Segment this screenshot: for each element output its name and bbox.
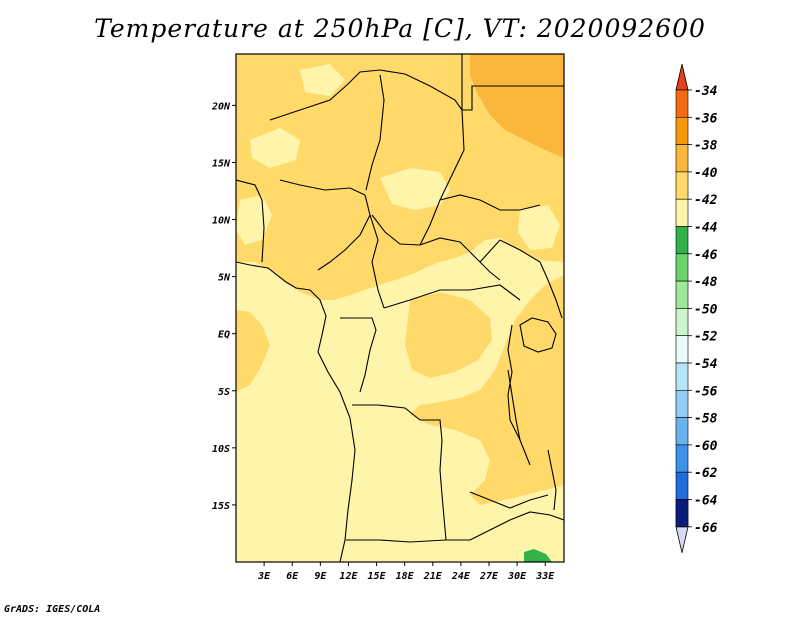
legend-label: -52 bbox=[694, 330, 718, 345]
border-angola-south bbox=[346, 539, 470, 543]
border-angola-east bbox=[439, 439, 447, 541]
longitude-axis: 3E 6E 9E 12E 15E 18E 21E 24E 27E 30E 33E bbox=[257, 562, 555, 582]
field-44-46 bbox=[524, 549, 552, 562]
legend-label: -60 bbox=[694, 439, 718, 454]
legend-swatch bbox=[675, 144, 689, 173]
border-angola-north bbox=[352, 404, 443, 441]
lon-tick-label: 24E bbox=[451, 571, 471, 582]
field-42-44-patch-5 bbox=[300, 64, 345, 96]
border-west bbox=[236, 179, 265, 263]
lat-tick-label: EQ bbox=[218, 330, 230, 341]
legend-swatch bbox=[675, 226, 689, 255]
field-40-42-central bbox=[405, 292, 492, 378]
lat-tick-label: 10N bbox=[212, 216, 231, 227]
lon-tick-label: 27E bbox=[479, 571, 499, 582]
temperature-field bbox=[236, 54, 564, 562]
legend-swatch bbox=[675, 362, 689, 391]
legend-swatch bbox=[675, 171, 689, 200]
border-sudan-east bbox=[439, 194, 541, 211]
border-congo bbox=[340, 317, 377, 393]
legend-arrow-bottom bbox=[675, 526, 689, 553]
legend-label: -44 bbox=[694, 221, 718, 236]
lon-tick-label: 21E bbox=[423, 571, 443, 582]
lat-tick-label: 5S bbox=[218, 387, 230, 398]
lon-tick-label: 3E bbox=[257, 571, 271, 582]
lon-tick-label: 30E bbox=[507, 571, 527, 582]
lon-tick-label: 12E bbox=[339, 571, 358, 582]
lat-tick-label: 5N bbox=[218, 273, 231, 284]
legend-label: -66 bbox=[694, 521, 718, 536]
legend-label: -48 bbox=[694, 275, 718, 290]
grads-credit: GrADS: IGES/COLA bbox=[4, 604, 101, 615]
border-nigeria bbox=[279, 179, 371, 271]
lon-tick-label: 6E bbox=[286, 571, 299, 582]
field-42-44-patch-1 bbox=[380, 168, 450, 210]
border-south-sudan bbox=[479, 239, 541, 263]
lat-tick-label: 15N bbox=[212, 158, 231, 169]
border-drc-north bbox=[383, 284, 521, 309]
lat-tick-label: 15S bbox=[212, 501, 230, 512]
boundaries bbox=[236, 54, 564, 562]
lon-tick-label: 15E bbox=[368, 571, 387, 582]
border-car bbox=[371, 214, 501, 281]
legend-swatch bbox=[675, 280, 689, 309]
legend-label: -50 bbox=[694, 302, 718, 317]
border-chad-sudan bbox=[419, 109, 465, 246]
lon-tick-label: 9E bbox=[314, 571, 327, 582]
latitude-axis: 20N 15N 10N 5N EQ 5S 10S 15S bbox=[211, 101, 236, 512]
field-42-44-patch-2 bbox=[250, 128, 300, 168]
legend-swatch bbox=[675, 117, 689, 145]
border-niger-chad bbox=[365, 74, 385, 191]
legend-swatch bbox=[675, 444, 689, 473]
legend-label: -58 bbox=[694, 412, 718, 427]
border-east-africa bbox=[539, 261, 563, 319]
lat-tick-label: 10S bbox=[212, 444, 230, 455]
legend-swatch bbox=[675, 253, 689, 282]
legend-swatch bbox=[675, 335, 689, 364]
legend-swatch bbox=[675, 198, 689, 227]
border-drc-east bbox=[507, 324, 531, 466]
lon-tick-label: 18E bbox=[396, 571, 415, 582]
border-sahel bbox=[269, 69, 463, 121]
map-title: Temperature at 250hPa [C], VT: 202009260… bbox=[94, 14, 706, 43]
legend-swatch bbox=[675, 389, 689, 418]
legend-swatch bbox=[675, 308, 689, 336]
lake-malawi bbox=[547, 449, 557, 511]
field-40-42-west bbox=[236, 310, 270, 392]
legend-label: -54 bbox=[694, 357, 718, 372]
legend-swatch bbox=[675, 89, 689, 118]
field-38-40 bbox=[470, 54, 564, 158]
legend-label: -38 bbox=[694, 139, 718, 154]
legend-swatch bbox=[675, 471, 689, 500]
west-coast bbox=[236, 261, 356, 562]
border-zambia bbox=[469, 491, 549, 509]
legend-swatch bbox=[675, 417, 689, 446]
border-libya-sudan bbox=[461, 54, 564, 111]
legend-label: -64 bbox=[694, 494, 718, 509]
legend-swatch bbox=[675, 499, 689, 528]
lat-tick-label: 20N bbox=[211, 101, 231, 112]
lake-victoria bbox=[519, 317, 557, 353]
legend-label: -34 bbox=[694, 84, 718, 99]
field-40-42-east bbox=[410, 275, 564, 505]
legend-arrow-top bbox=[675, 63, 689, 91]
legend-label: -36 bbox=[694, 111, 718, 126]
plot-frame bbox=[235, 53, 565, 563]
border-cameroon bbox=[369, 214, 385, 309]
field-42-44-patch-4 bbox=[518, 205, 560, 250]
border-zambia-zimbabwe bbox=[469, 511, 564, 541]
legend-label: -46 bbox=[694, 248, 718, 263]
legend-label: -42 bbox=[694, 193, 718, 208]
color-legend: -34 -36 -38 -40 -42 -44 -46 -48 -50 -52 -54 -56 -58 -… bbox=[675, 63, 718, 553]
legend-label: -40 bbox=[694, 166, 718, 181]
lon-tick-label: 33E bbox=[535, 571, 555, 582]
legend-label: -62 bbox=[694, 466, 718, 481]
legend-label: -56 bbox=[694, 384, 718, 399]
